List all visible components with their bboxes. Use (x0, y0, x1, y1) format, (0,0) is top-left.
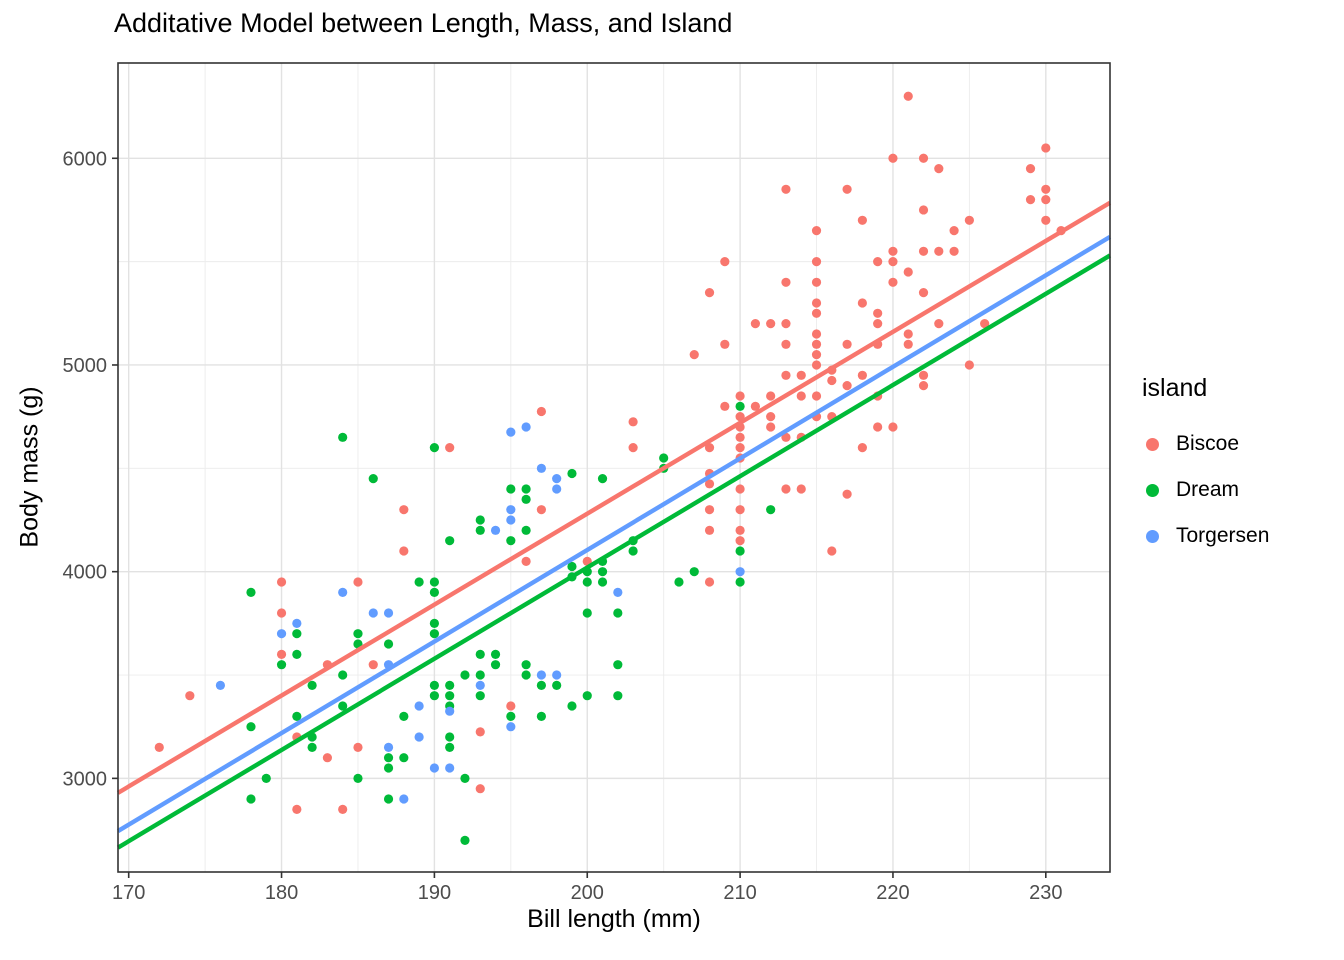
svg-text:5000: 5000 (63, 355, 108, 377)
biscoe-point-icon (1146, 437, 1159, 451)
torgersen-point-icon (1146, 529, 1159, 543)
legend: island Biscoe Dream Torgersen (1136, 374, 1344, 559)
legend-label: Biscoe (1176, 432, 1240, 455)
legend-label: Torgersen (1176, 524, 1270, 547)
chart-title: Additative Model between Length, Mass, a… (114, 8, 733, 38)
svg-text:230: 230 (1029, 882, 1062, 904)
svg-text:200: 200 (571, 882, 604, 904)
svg-text:3000: 3000 (63, 768, 108, 790)
svg-text:6000: 6000 (63, 148, 108, 170)
svg-text:220: 220 (876, 882, 909, 904)
svg-text:170: 170 (112, 882, 145, 904)
svg-text:210: 210 (723, 882, 756, 904)
legend-label: Dream (1176, 478, 1240, 501)
legend-row-torgersen: Torgersen (1136, 513, 1344, 559)
legend-row-biscoe: Biscoe (1136, 421, 1344, 467)
svg-text:180: 180 (265, 882, 298, 904)
dream-point-icon (1146, 483, 1159, 497)
legend-title: island (1142, 374, 1208, 402)
svg-text:4000: 4000 (63, 562, 108, 584)
x-axis-label: Bill length (mm) (527, 905, 701, 933)
legend-row-dream: Dream (1136, 467, 1344, 513)
svg-text:190: 190 (418, 882, 451, 904)
